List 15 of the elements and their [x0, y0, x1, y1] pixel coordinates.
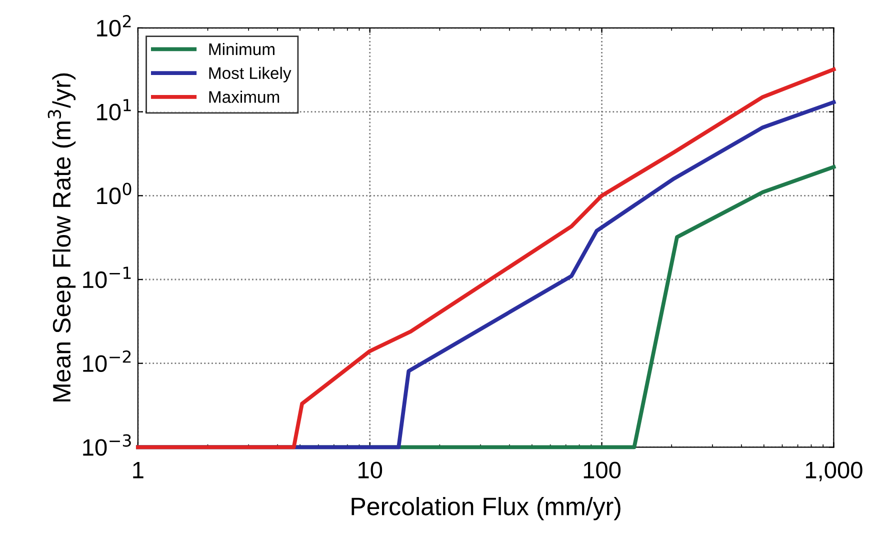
y-axis-title: Mean Seep Flow Rate (m$^{3}$/yr) — [48, 73, 76, 402]
x-tick-label: 100 — [584, 462, 621, 478]
legend-label: Most Likely — [209, 66, 292, 82]
legend-label: Minimum — [209, 42, 274, 56]
y-tick-label: 10$^{1}$ — [97, 99, 131, 120]
y-tick-label: 10$^{2}$ — [97, 15, 131, 37]
y-tick-label: 10$^{−1}$ — [83, 266, 131, 288]
x-tick-label: 1 — [133, 462, 144, 478]
x-tick-label: 10 — [358, 462, 382, 478]
y-tick-label: 10$^{0}$ — [97, 182, 132, 204]
y-tick-label: 10$^{−2}$ — [83, 350, 131, 372]
y-tick-label: 10$^{−3}$ — [83, 434, 131, 456]
legend-label: Maximum — [209, 90, 280, 103]
x-tick-label: 1,000 — [806, 462, 862, 482]
x-axis-title: Percolation Flux (mm/yr) — [352, 496, 620, 520]
